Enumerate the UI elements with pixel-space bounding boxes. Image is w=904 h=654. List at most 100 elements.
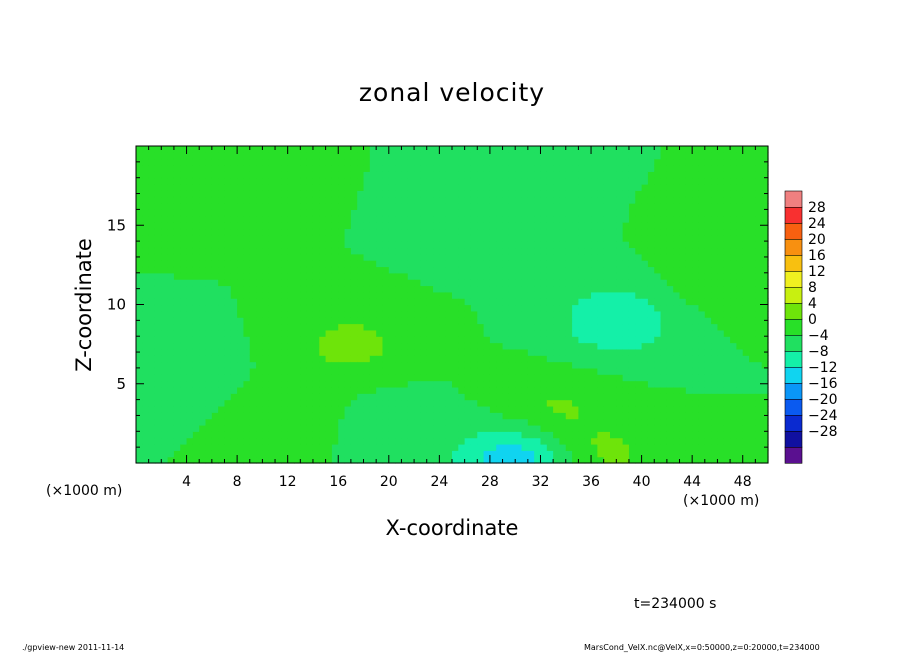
field-cell [154,272,162,280]
field-cell [610,222,617,230]
field-cell [439,367,447,375]
field-cell [515,405,523,413]
field-cell [186,241,194,249]
field-cell [224,272,232,280]
field-cell [553,405,561,413]
field-cell [167,171,175,179]
field-cell [439,329,447,337]
field-cell [470,146,478,153]
field-cell [685,158,693,166]
field-cell [711,291,719,299]
field-cell [350,431,358,439]
field-cell [597,177,605,185]
field-cell [654,450,662,458]
field-cell [395,380,403,388]
field-cell [502,152,510,160]
field-cell [224,393,232,401]
field-cell [433,196,440,204]
field-cell [730,234,737,242]
field-cell [319,380,327,388]
field-cell [237,241,245,249]
field-cell [755,348,763,356]
field-cell [369,329,377,337]
field-cell [508,310,516,318]
field-cell [376,323,384,331]
field-cell [167,158,175,166]
field-cell [502,279,510,287]
field-cell [622,146,630,153]
field-cell [654,146,662,153]
field-cell [673,165,681,172]
field-cell [483,234,491,242]
field-cell [433,215,440,223]
field-cell [407,323,415,331]
field-cell [388,260,396,268]
field-cell [730,418,737,426]
field-cell [369,158,377,166]
field-cell [369,437,377,445]
field-cell [445,291,453,299]
field-cell [565,374,573,382]
field-cell [224,247,232,255]
field-cell [407,196,415,204]
field-cell [154,215,162,223]
field-cell [496,266,504,274]
field-cell [685,146,693,153]
field-cell [603,190,611,198]
field-cell [414,393,421,401]
field-cell [540,443,548,451]
field-cell [154,323,162,331]
field-cell [256,348,263,356]
field-cell [464,298,472,306]
field-cell [230,380,238,388]
field-cell [660,310,668,318]
field-cell [306,418,314,426]
field-cell [186,285,194,293]
field-cell [376,329,384,337]
field-cell [211,443,219,451]
field-cell [357,158,365,166]
field-cell [470,367,478,375]
field-cell [319,209,327,217]
field-cell [350,285,358,293]
field-cell [439,196,447,204]
field-cell [230,196,238,204]
field-cell [603,228,611,236]
field-cell [559,374,567,382]
field-cell [477,405,485,413]
field-cell [281,317,289,325]
field-cell [477,424,485,432]
field-cell [622,190,630,198]
field-cell [452,177,459,185]
field-cell [458,298,466,306]
field-cell [211,424,219,432]
field-cell [407,266,415,274]
field-cell [483,279,491,287]
field-cell [407,431,415,439]
field-cell [382,209,390,217]
field-cell [704,203,712,210]
field-cell [641,348,649,356]
field-cell [388,304,396,312]
field-cell [369,393,377,401]
field-cell [414,431,421,439]
field-cell [553,431,561,439]
field-cell [237,152,245,160]
field-cell [445,450,453,458]
field-cell [401,279,409,287]
field-cell [540,355,548,363]
field-cell [363,355,371,363]
field-cell [180,203,188,210]
field-cell [414,456,421,464]
field-cell [205,171,213,179]
field-cell [243,418,251,426]
field-cell [647,171,655,179]
field-cell [230,399,238,407]
field-cell [559,405,567,413]
field-cell [287,260,295,268]
field-cell [331,260,339,268]
field-cell [445,196,453,204]
field-cell [616,361,624,369]
field-cell [654,367,662,375]
field-cell [458,431,466,439]
